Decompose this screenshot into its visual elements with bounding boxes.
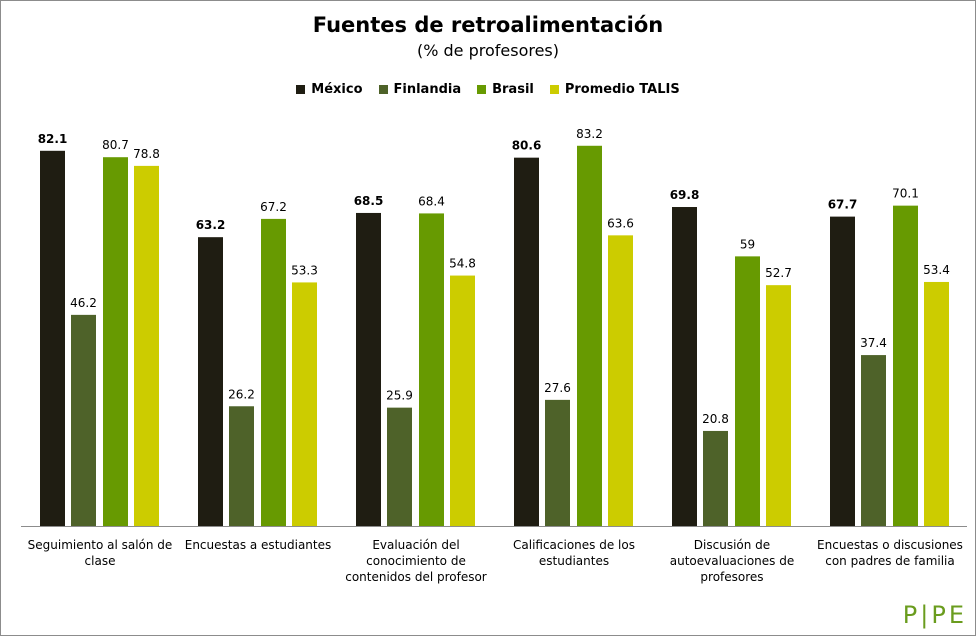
- data-label: 69.8: [670, 188, 700, 202]
- bar: [514, 157, 539, 526]
- legend-swatch: [296, 85, 306, 94]
- data-label: 52.7: [765, 266, 792, 280]
- logo-mark: P|PE: [902, 601, 967, 629]
- bar: [703, 430, 728, 526]
- data-label: 67.7: [828, 198, 858, 212]
- legend-label: México: [311, 82, 363, 97]
- bar: [292, 282, 317, 526]
- bar: [735, 256, 760, 526]
- data-label: 63.6: [607, 216, 634, 230]
- legend-label: Promedio TALIS: [564, 82, 680, 97]
- data-label: 20.8: [702, 412, 729, 426]
- bar: [134, 165, 159, 526]
- bar: [766, 285, 791, 526]
- data-label: 53.4: [923, 263, 950, 277]
- bar: [71, 314, 96, 526]
- bar: [387, 407, 412, 526]
- legend-item: México: [296, 82, 363, 97]
- category-label: Encuestas a estudiantes: [184, 538, 332, 552]
- pipe-logo: P|PE: [903, 601, 967, 629]
- bar: [261, 218, 286, 526]
- bar: [198, 237, 223, 526]
- data-label: 78.8: [133, 147, 160, 161]
- data-label: 25.9: [386, 389, 413, 403]
- bar: [450, 275, 475, 526]
- bar: [40, 150, 65, 527]
- data-label: 54.8: [449, 257, 476, 271]
- bar: [830, 216, 855, 526]
- bar: [577, 145, 602, 526]
- data-label: 82.1: [38, 132, 68, 146]
- bar: [924, 281, 949, 526]
- legend-swatch: [378, 85, 388, 94]
- bar: [893, 205, 918, 526]
- chart-subtitle: (% de profesores): [416, 41, 560, 60]
- category-label: Discusión de autoevaluaciones de profeso…: [669, 538, 795, 584]
- data-label: 68.5: [354, 194, 384, 208]
- legend-item: Brasil: [477, 82, 534, 97]
- category-label: Seguimiento al salón de clase: [27, 538, 173, 568]
- bar: [356, 212, 381, 526]
- bar: [861, 355, 886, 526]
- legend: México Finlandia Brasil Promedio TALIS: [1, 82, 975, 97]
- bar: [229, 406, 254, 526]
- legend-label: Finlandia: [393, 82, 462, 97]
- data-label: 46.2: [70, 296, 97, 310]
- bar: [608, 235, 633, 526]
- legend-swatch: [477, 85, 487, 94]
- legend-item: Finlandia: [378, 82, 462, 97]
- bar: [545, 399, 570, 526]
- legend-item: Promedio TALIS: [549, 82, 680, 97]
- data-label: 63.2: [196, 218, 226, 232]
- data-label: 37.4: [860, 336, 887, 350]
- data-label: 26.2: [228, 387, 255, 401]
- chart-title: Fuentes de retroalimentación: [312, 13, 664, 37]
- legend-swatch: [549, 85, 559, 94]
- category-label: Evaluación del conocimiento de contenido…: [345, 538, 487, 584]
- data-label: 67.2: [260, 200, 287, 214]
- data-label: 27.6: [544, 381, 571, 395]
- data-label: 59: [740, 237, 755, 251]
- data-label: 70.1: [892, 187, 919, 201]
- data-label: 80.6: [512, 139, 542, 153]
- data-label: 68.4: [418, 194, 445, 208]
- data-label: 83.2: [576, 127, 603, 141]
- data-label: 53.3: [291, 263, 318, 277]
- category-label: Encuestas o discusiones con padres de fa…: [817, 538, 963, 568]
- legend-label: Brasil: [492, 82, 534, 97]
- bar: [103, 157, 128, 527]
- category-label: Calificaciones de los estudiantes: [513, 538, 635, 568]
- bar: [419, 213, 444, 527]
- bar: [672, 207, 697, 526]
- data-label: 80.7: [102, 138, 129, 152]
